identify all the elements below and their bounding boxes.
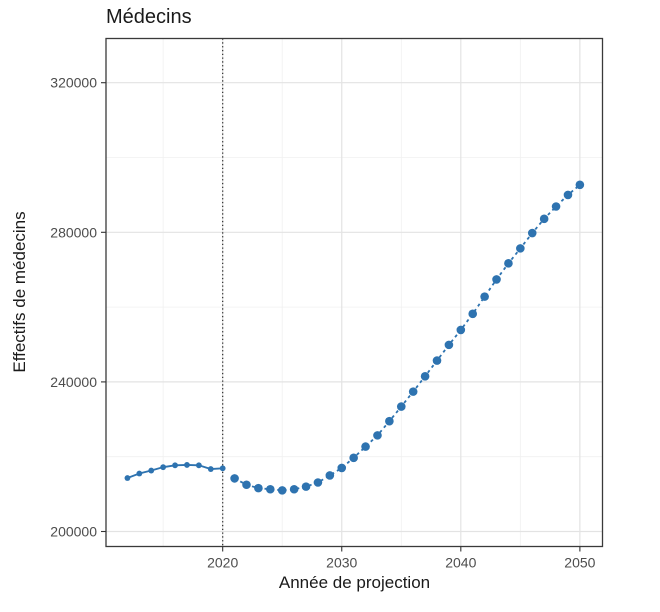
data-point [148,467,155,474]
y-tick-label: 320000 [50,75,97,91]
data-point [230,474,239,483]
data-point [408,387,418,396]
x-tick-label: 2030 [326,555,357,571]
data-point [337,463,347,473]
data-point [539,214,549,224]
data-point [277,486,287,495]
y-tick-label: 200000 [50,524,97,540]
x-axis: 2020 2030 2040 2050 [207,546,596,571]
data-point [373,431,382,440]
data-point [361,442,370,451]
plot-panel [106,38,603,547]
data-point [516,244,525,253]
x-axis-title: Année de projection [278,573,431,592]
series-points-observed [124,462,226,481]
y-tick-label: 240000 [50,374,97,390]
data-point [468,309,478,319]
data-point [195,462,202,469]
x-tick-label: 2050 [564,555,595,571]
data-point [527,228,537,238]
data-point [551,202,561,211]
data-point [219,465,226,472]
data-point [349,453,358,463]
x-tick-label: 2040 [445,555,476,571]
data-point [563,190,573,200]
data-point [160,464,167,471]
chart-title: Médecins [106,6,192,28]
data-point [254,483,263,493]
data-point [136,470,143,477]
data-point [184,462,190,468]
data-point [396,402,406,411]
data-point [504,259,513,268]
y-axis: 200000 240000 280000 320000 [50,75,106,540]
data-point [444,340,454,350]
data-point [313,478,323,487]
y-axis-title: Effectifs de médecins [10,211,29,373]
data-point [480,292,489,301]
data-point [207,466,214,472]
data-point [432,356,442,365]
data-point [172,462,178,469]
data-point [575,180,585,190]
y-tick-label: 280000 [50,224,97,240]
series-points-projected [230,180,585,495]
panel-border [105,37,604,548]
data-point [124,475,131,481]
data-point [420,371,430,381]
data-point [325,471,335,480]
data-point [456,325,466,335]
x-tick-label: 2020 [207,555,238,571]
data-point [301,482,311,491]
data-point [266,484,275,494]
grid-major [106,38,603,547]
data-point [289,484,299,494]
data-point [385,416,394,426]
data-point [242,480,251,490]
data-point [492,275,501,284]
